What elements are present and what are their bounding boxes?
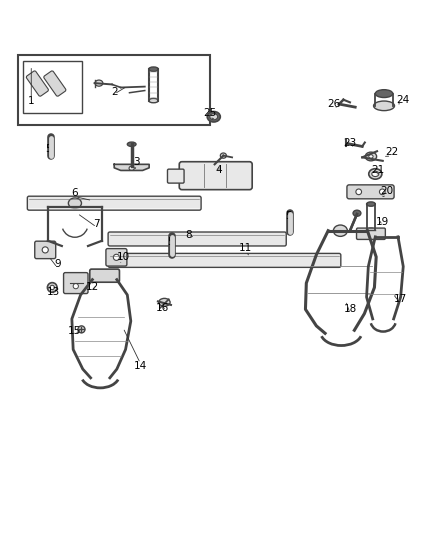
Ellipse shape: [353, 210, 361, 216]
Text: 19: 19: [376, 217, 389, 227]
Text: 5: 5: [168, 238, 174, 247]
FancyBboxPatch shape: [90, 269, 120, 282]
Text: 17: 17: [394, 294, 407, 304]
Ellipse shape: [356, 189, 361, 195]
Ellipse shape: [149, 99, 158, 103]
Text: 8: 8: [185, 230, 192, 240]
Ellipse shape: [207, 111, 220, 122]
Ellipse shape: [220, 153, 226, 158]
Ellipse shape: [68, 198, 81, 208]
FancyBboxPatch shape: [108, 232, 286, 246]
Ellipse shape: [47, 282, 57, 292]
Text: 14: 14: [134, 361, 147, 371]
Text: 11: 11: [239, 243, 252, 253]
Ellipse shape: [375, 90, 393, 98]
FancyBboxPatch shape: [26, 71, 49, 96]
Text: 2: 2: [111, 87, 117, 97]
Text: 26: 26: [327, 99, 340, 109]
FancyBboxPatch shape: [27, 196, 201, 210]
FancyBboxPatch shape: [64, 272, 88, 294]
Text: 21: 21: [372, 165, 385, 175]
Text: 3: 3: [133, 157, 139, 167]
Text: 9: 9: [54, 260, 61, 269]
Ellipse shape: [73, 284, 78, 289]
Ellipse shape: [367, 228, 375, 232]
Text: 22: 22: [385, 147, 398, 157]
Ellipse shape: [374, 101, 395, 111]
FancyBboxPatch shape: [106, 248, 127, 266]
Text: 15: 15: [68, 326, 81, 336]
FancyBboxPatch shape: [35, 241, 56, 259]
Text: 6: 6: [71, 188, 78, 198]
Ellipse shape: [159, 298, 170, 306]
Text: 4: 4: [215, 165, 223, 175]
Ellipse shape: [149, 67, 158, 71]
Text: 23: 23: [343, 139, 357, 148]
Text: 12: 12: [86, 282, 99, 293]
Text: 25: 25: [203, 108, 216, 118]
Ellipse shape: [367, 202, 375, 206]
FancyBboxPatch shape: [357, 228, 385, 239]
Ellipse shape: [95, 80, 103, 86]
Ellipse shape: [379, 189, 385, 195]
FancyBboxPatch shape: [23, 61, 82, 113]
FancyBboxPatch shape: [18, 55, 210, 125]
FancyBboxPatch shape: [44, 71, 66, 96]
Text: 24: 24: [396, 95, 409, 104]
Text: 20: 20: [381, 187, 394, 196]
Ellipse shape: [333, 225, 347, 236]
Text: 18: 18: [343, 304, 357, 314]
Text: 16: 16: [155, 303, 169, 313]
FancyBboxPatch shape: [108, 253, 341, 268]
Ellipse shape: [113, 254, 120, 261]
FancyBboxPatch shape: [179, 161, 252, 190]
Ellipse shape: [78, 326, 85, 333]
Text: 1: 1: [28, 95, 35, 106]
FancyBboxPatch shape: [347, 185, 394, 199]
Ellipse shape: [129, 166, 134, 171]
Text: 13: 13: [46, 287, 60, 297]
Text: 5: 5: [46, 143, 52, 154]
Ellipse shape: [369, 155, 373, 158]
Ellipse shape: [50, 285, 54, 289]
Polygon shape: [114, 164, 149, 171]
Ellipse shape: [42, 247, 48, 253]
Text: 5: 5: [286, 211, 292, 221]
Ellipse shape: [365, 152, 377, 161]
FancyBboxPatch shape: [167, 169, 184, 183]
Ellipse shape: [369, 169, 382, 179]
Ellipse shape: [372, 171, 379, 176]
Ellipse shape: [127, 142, 136, 147]
Text: 10: 10: [117, 252, 130, 262]
Text: 7: 7: [93, 219, 100, 229]
Ellipse shape: [210, 114, 218, 120]
